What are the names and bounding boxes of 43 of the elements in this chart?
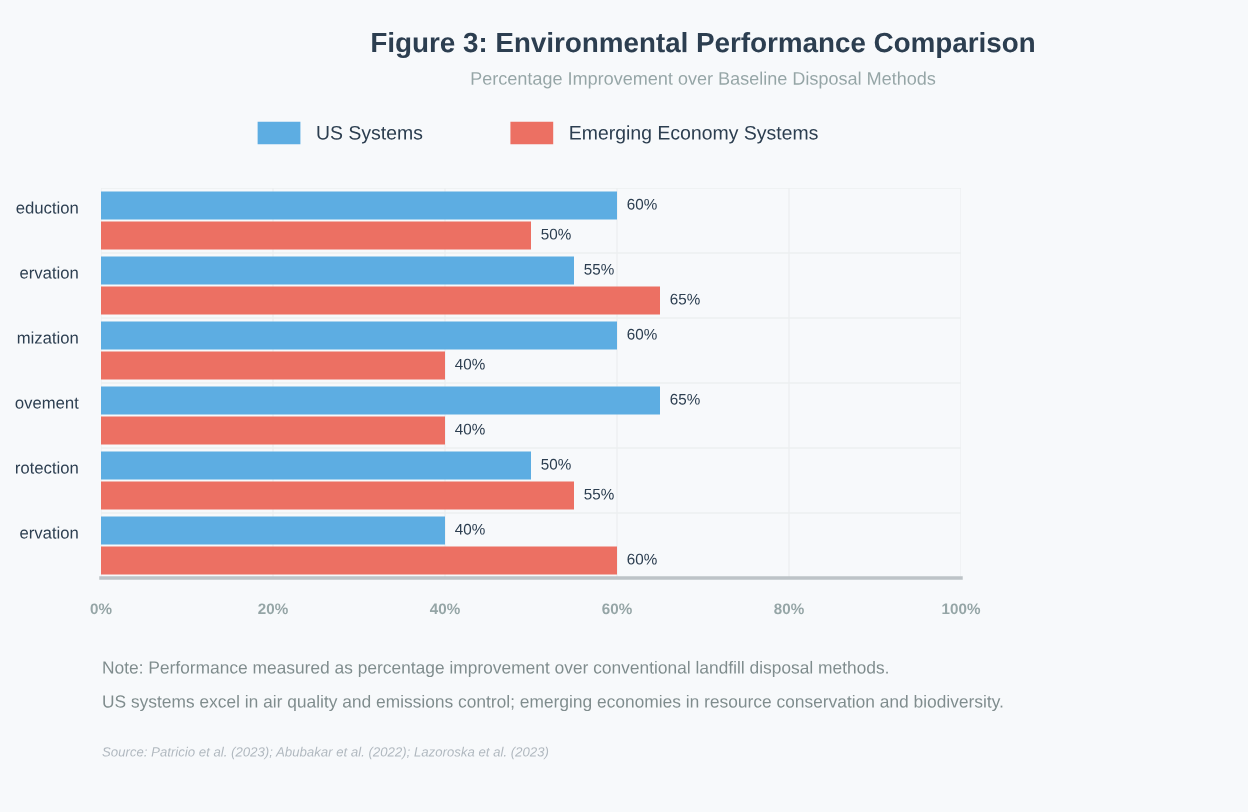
x-tick-label: 60% <box>602 603 632 615</box>
y-tick-label: ervation <box>20 526 78 539</box>
bar <box>101 516 445 545</box>
chart-subtitle: Percentage Improvement over Baseline Disposal Methods <box>471 71 936 89</box>
text: Note: Performance measured as percentage improvement over conventional landfill disposal methods. <box>103 660 888 678</box>
bar <box>101 546 617 575</box>
data-label: 50% <box>541 458 571 470</box>
data-label: 55% <box>584 488 614 500</box>
x-tick-label: 100% <box>942 603 981 615</box>
data-label: 40% <box>455 523 485 535</box>
data-label: 65% <box>670 393 700 405</box>
bar <box>101 416 445 445</box>
text: US systems excel in air quality and emissions control; emerging economies in resource conservation and biodiversity. <box>103 694 1003 712</box>
data-label: 65% <box>670 293 700 305</box>
data-label: 60% <box>627 553 657 565</box>
data-label: 60% <box>627 328 657 340</box>
bar <box>101 256 574 285</box>
data-label: 50% <box>541 228 571 240</box>
x-tick-label: 20% <box>258 603 288 615</box>
x-tick-label: 80% <box>774 603 804 615</box>
y-tick-label: rotection <box>15 461 78 474</box>
y-tick-label: ervation <box>20 266 78 279</box>
bar <box>101 351 445 380</box>
x-tick-label: 40% <box>429 603 460 615</box>
data-label: 60% <box>627 198 657 210</box>
bar <box>101 481 574 510</box>
bar <box>101 321 617 350</box>
data-label: 55% <box>584 263 614 275</box>
bar <box>101 221 531 250</box>
y-tick-label: eduction <box>16 201 78 214</box>
data-label: 40% <box>455 358 485 370</box>
bar <box>101 386 660 415</box>
legend-label: Emerging Economy Systems <box>570 125 818 144</box>
legend-label: US Systems <box>317 125 423 144</box>
bar <box>101 286 660 315</box>
chart-title: Figure 3: Environmental Performance Comparison <box>372 31 1034 59</box>
bar <box>101 451 531 480</box>
source-note: Source: Patricio et al. (2023); Abubakar et al. (2022); Lazoroska et al. (2023) <box>102 746 549 760</box>
data-label: 40% <box>455 423 485 435</box>
y-tick-label: mization <box>17 331 78 344</box>
bar <box>101 191 617 220</box>
y-tick-label: ovement <box>15 397 79 409</box>
x-tick-label: 0% <box>90 603 112 615</box>
